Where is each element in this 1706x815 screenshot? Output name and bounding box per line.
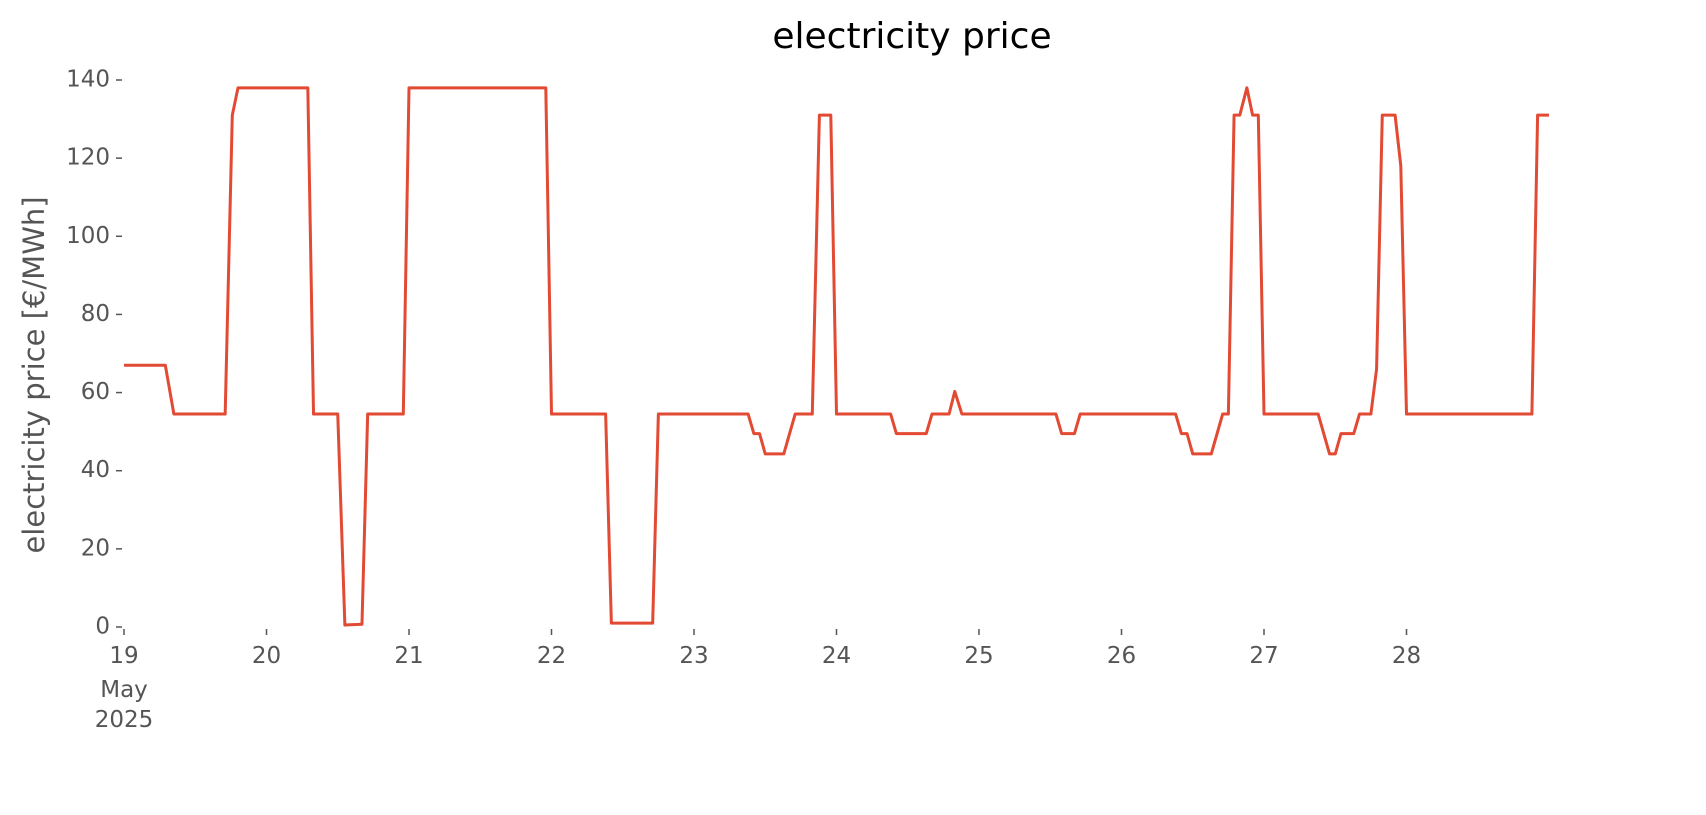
x-tick-label: 22 <box>537 643 566 669</box>
y-tick-label: 120 <box>66 145 110 171</box>
x-tick-label: 25 <box>964 643 993 669</box>
y-tick-label: 80 <box>81 301 110 327</box>
y-tick-label: 140 <box>66 67 110 93</box>
x-tick-label: 27 <box>1249 643 1278 669</box>
x-tick-label: 21 <box>394 643 423 669</box>
x-tick-label: 23 <box>679 643 708 669</box>
x-period-label: 2025 <box>95 707 154 733</box>
y-tick-label: 60 <box>81 379 110 405</box>
x-tick-label: 19 <box>109 643 138 669</box>
y-tick-label: 0 <box>95 614 110 640</box>
chart-title: electricity price <box>772 16 1051 57</box>
x-tick-label: 26 <box>1107 643 1136 669</box>
x-tick-label: 28 <box>1392 643 1421 669</box>
x-period-label: May <box>100 677 148 703</box>
x-tick-label: 20 <box>252 643 281 669</box>
y-tick-label: 20 <box>81 535 110 561</box>
y-tick-label: 100 <box>66 223 110 249</box>
y-tick-label: 40 <box>81 457 110 483</box>
price-line <box>124 86 1549 627</box>
x-tick-label: 24 <box>822 643 851 669</box>
y-axis-label: electricity price [€/MWh] <box>17 196 51 553</box>
